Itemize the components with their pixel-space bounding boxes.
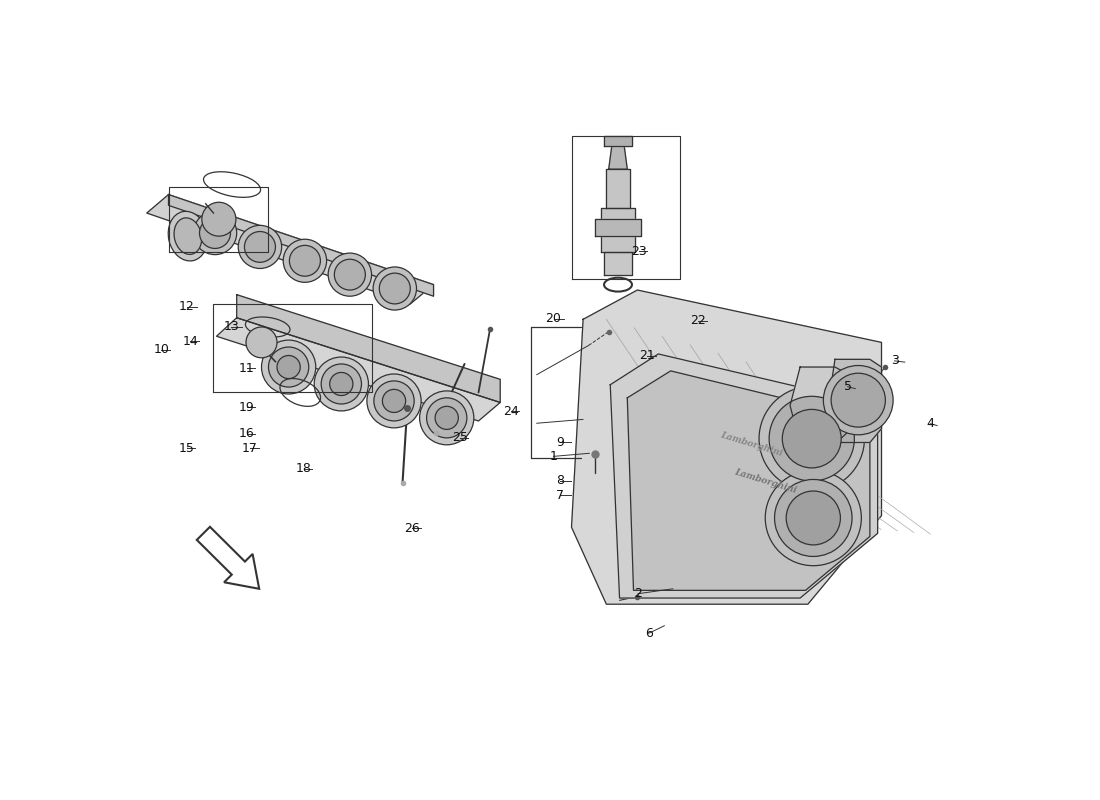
Circle shape bbox=[759, 386, 865, 491]
Text: 24: 24 bbox=[503, 405, 519, 418]
FancyArrow shape bbox=[197, 527, 260, 589]
Polygon shape bbox=[601, 208, 635, 251]
Circle shape bbox=[194, 211, 236, 254]
Text: 18: 18 bbox=[296, 462, 311, 475]
Circle shape bbox=[766, 470, 861, 566]
Text: 11: 11 bbox=[239, 362, 254, 374]
Circle shape bbox=[374, 381, 415, 421]
Text: 10: 10 bbox=[153, 343, 169, 356]
Text: 26: 26 bbox=[404, 522, 420, 535]
Text: 5: 5 bbox=[844, 380, 851, 394]
Circle shape bbox=[315, 357, 368, 411]
Polygon shape bbox=[236, 294, 500, 402]
Text: 7: 7 bbox=[557, 489, 564, 502]
Polygon shape bbox=[610, 354, 878, 598]
Text: 2: 2 bbox=[634, 587, 642, 600]
Circle shape bbox=[373, 267, 417, 310]
Text: 23: 23 bbox=[631, 245, 647, 258]
Polygon shape bbox=[608, 146, 627, 169]
Text: 13: 13 bbox=[223, 321, 239, 334]
Polygon shape bbox=[217, 318, 500, 421]
Circle shape bbox=[367, 374, 421, 428]
Text: 21: 21 bbox=[639, 350, 656, 362]
Text: 8: 8 bbox=[557, 474, 564, 487]
Polygon shape bbox=[595, 219, 641, 236]
Polygon shape bbox=[168, 194, 433, 296]
Text: 16: 16 bbox=[239, 427, 254, 440]
Text: 20: 20 bbox=[546, 313, 561, 326]
Circle shape bbox=[277, 355, 300, 378]
Polygon shape bbox=[627, 371, 870, 590]
Text: Lamborghini: Lamborghini bbox=[719, 430, 783, 458]
Circle shape bbox=[201, 202, 235, 236]
Circle shape bbox=[782, 410, 842, 468]
Ellipse shape bbox=[174, 218, 201, 254]
Text: 1: 1 bbox=[550, 450, 558, 463]
Circle shape bbox=[321, 364, 362, 404]
Polygon shape bbox=[604, 136, 631, 146]
Circle shape bbox=[769, 396, 855, 481]
Circle shape bbox=[328, 253, 372, 296]
Circle shape bbox=[239, 226, 282, 269]
Circle shape bbox=[379, 273, 410, 304]
Text: 14: 14 bbox=[183, 334, 198, 348]
Text: 3: 3 bbox=[891, 354, 899, 367]
Polygon shape bbox=[828, 359, 881, 442]
Polygon shape bbox=[606, 169, 629, 208]
Text: 19: 19 bbox=[239, 401, 254, 414]
Circle shape bbox=[786, 491, 840, 545]
Polygon shape bbox=[790, 367, 849, 444]
Text: 15: 15 bbox=[179, 442, 195, 455]
Circle shape bbox=[246, 327, 277, 358]
Text: Lamborghini: Lamborghini bbox=[733, 467, 798, 494]
Text: 4: 4 bbox=[926, 418, 934, 430]
Circle shape bbox=[824, 366, 893, 434]
Circle shape bbox=[283, 239, 327, 282]
Circle shape bbox=[774, 479, 852, 557]
Ellipse shape bbox=[168, 211, 208, 261]
Text: 17: 17 bbox=[242, 442, 258, 455]
Polygon shape bbox=[604, 251, 631, 274]
Circle shape bbox=[383, 390, 406, 413]
Circle shape bbox=[268, 347, 309, 387]
Polygon shape bbox=[572, 290, 881, 604]
Polygon shape bbox=[146, 194, 433, 304]
Circle shape bbox=[427, 398, 466, 438]
Text: 25: 25 bbox=[452, 431, 468, 444]
Circle shape bbox=[262, 340, 316, 394]
Circle shape bbox=[832, 373, 886, 427]
Text: 6: 6 bbox=[645, 626, 653, 640]
Circle shape bbox=[199, 218, 231, 249]
Text: 9: 9 bbox=[557, 436, 564, 449]
Circle shape bbox=[289, 246, 320, 276]
Circle shape bbox=[436, 406, 459, 430]
Circle shape bbox=[330, 373, 353, 395]
Circle shape bbox=[334, 259, 365, 290]
Circle shape bbox=[419, 391, 474, 445]
Circle shape bbox=[244, 231, 275, 262]
Text: 12: 12 bbox=[179, 300, 195, 313]
Text: 22: 22 bbox=[691, 314, 706, 327]
